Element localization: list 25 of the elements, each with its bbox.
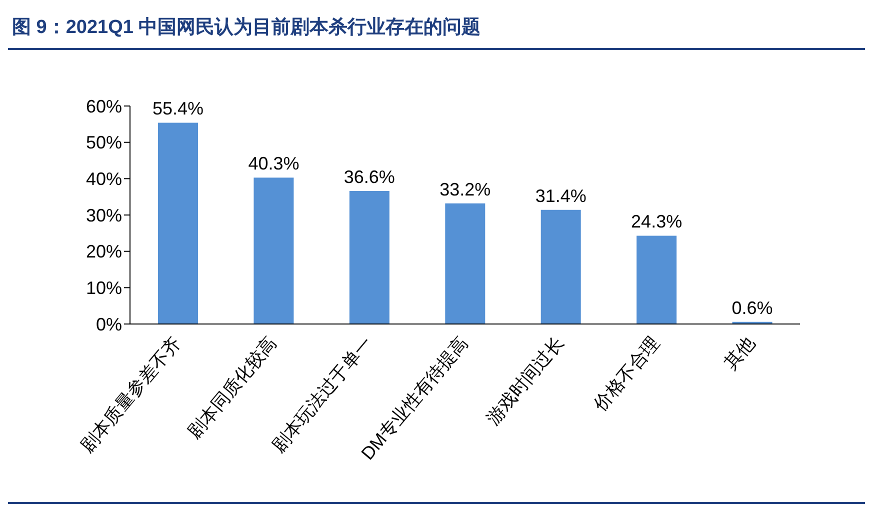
chart-title: 图 9：2021Q1 中国网民认为目前剧本杀行业存在的问题 [8, 8, 865, 50]
data-label: 31.4% [535, 186, 586, 206]
x-tick-label: 剧本质量参差不齐 [76, 332, 185, 456]
bar [349, 191, 390, 324]
y-tick-label: 50% [86, 132, 122, 153]
bar [445, 203, 486, 324]
bar [540, 210, 581, 324]
y-tick-label: 10% [86, 278, 122, 298]
y-tick-label: 0% [96, 314, 122, 334]
x-tick-label: 价格不合理 [589, 332, 664, 416]
y-tick-label: 20% [86, 242, 122, 262]
data-label: 40.3% [248, 154, 300, 174]
bar [158, 122, 198, 324]
y-tick-label: 40% [86, 169, 122, 190]
data-label: 24.3% [631, 212, 682, 232]
y-tick-label: 60% [86, 96, 122, 116]
data-label: 33.2% [440, 179, 491, 200]
data-label: 55.4% [152, 98, 204, 119]
data-label: 0.6% [732, 298, 773, 318]
x-tick-label: 其他 [720, 332, 759, 374]
bar [636, 236, 677, 324]
x-tick-label: 游戏时间过长 [482, 332, 568, 428]
bar [254, 178, 294, 324]
y-tick-label: 30% [86, 205, 122, 226]
data-label: 36.6% [344, 167, 395, 188]
